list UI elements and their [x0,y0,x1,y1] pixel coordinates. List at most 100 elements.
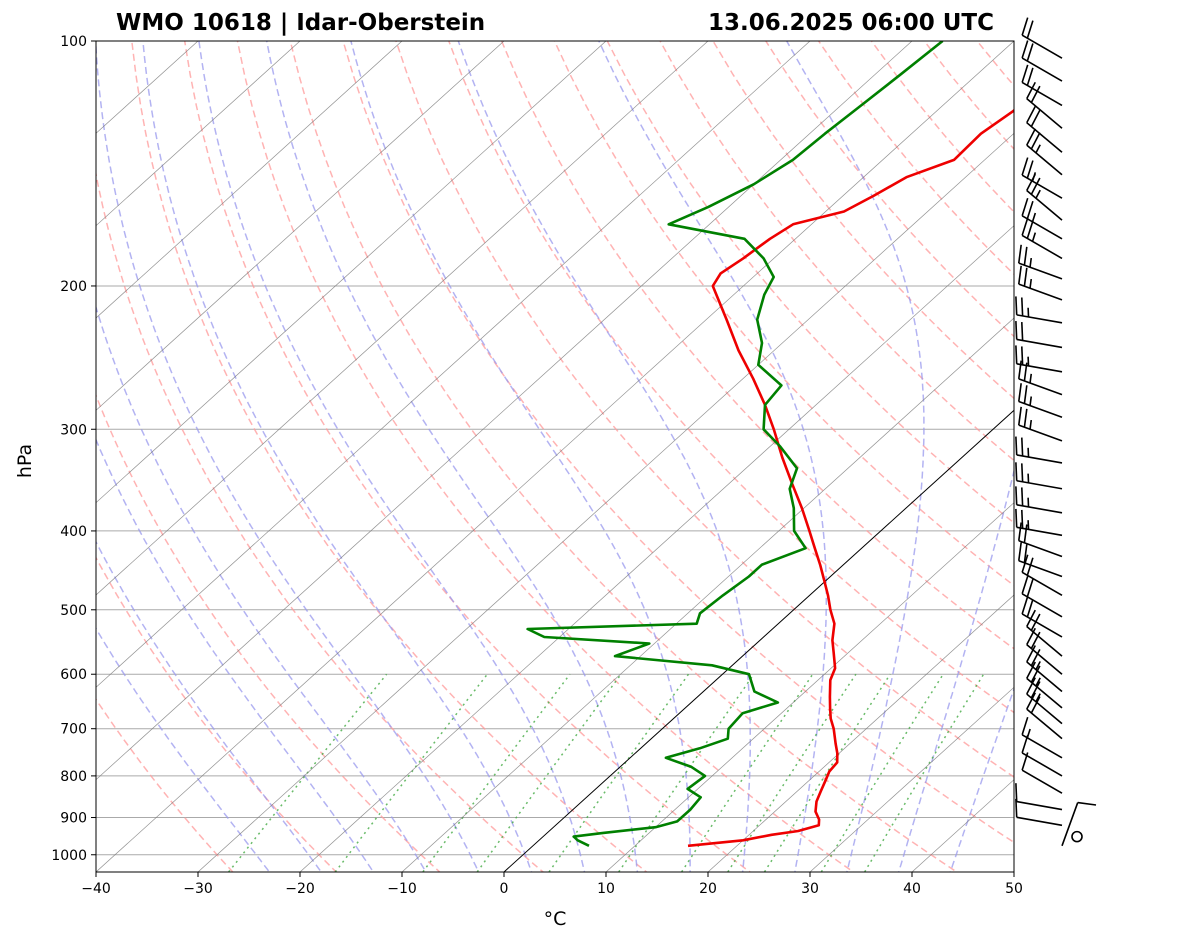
barb-flag [1030,631,1041,649]
barb-flag [1015,486,1018,505]
barb-flag [1021,575,1029,595]
isotherm [401,317,1014,872]
wind-barb [1017,522,1063,558]
barb-flag [1077,801,1097,806]
wind-barb [1015,798,1063,827]
barb-flag [1030,109,1041,127]
wind-barbs [1015,17,1097,847]
dry-adiabat [96,393,441,872]
barb-shaft [1026,644,1063,675]
barb-flag [1015,320,1018,340]
barb-flag [1026,627,1036,646]
wind-barb [1061,801,1097,847]
barb-shaft [1026,189,1063,221]
barb-flag [1023,267,1028,287]
barb-flag [1026,557,1034,576]
y-axis-ticks: 1000 900 800 700 600 500 400 300 200 100 [51,34,96,864]
isotherm [96,41,811,688]
barb-half-flag [1031,232,1037,242]
dry-adiabat [96,170,545,872]
barb-shaft [1021,752,1063,777]
barb-shaft [1016,479,1063,490]
barb-shaft [1018,424,1063,442]
barb-shaft [1021,34,1063,59]
wind-barb [1026,692,1063,740]
barb-shaft [1016,454,1063,464]
barb-shaft [1018,378,1063,396]
y-tick-label: 400 [60,524,87,540]
barb-flag [1023,246,1028,266]
barb-shaft [1026,98,1063,129]
barb-flag [1026,128,1036,146]
wind-barb [1017,383,1063,419]
y-tick-label: 800 [60,769,87,785]
mixing-ratio-line [618,673,755,872]
y-tick-label: 900 [60,811,87,827]
moist-adiabat [785,41,925,872]
y-axis-label: hPa [14,444,36,478]
barb-flag [1015,345,1018,364]
barb-flag [1026,200,1034,220]
barb-flag [1015,798,1018,818]
dry-adiabat [236,41,855,872]
barb-flag [1030,132,1041,150]
wind-barb [1026,661,1063,709]
barb-shaft [1026,677,1063,709]
wind-barb [1015,462,1063,490]
barb-shaft [1018,400,1063,419]
barb-flag [1017,265,1022,285]
isotherms [96,41,1014,872]
dry-adiabat [659,41,1014,462]
barb-shaft [1016,816,1063,827]
barb-flag [1023,544,1028,563]
y-tick-label: 200 [60,279,87,295]
barb-flag [1026,220,1034,239]
dry-adiabats [96,41,1014,872]
isotherm [299,225,1014,872]
x-tick-label: 30 [801,881,819,897]
barb-flag [1017,406,1022,426]
plot-frame [95,40,1015,873]
wind-barb [1026,627,1063,675]
barb-shaft [1026,144,1063,176]
barb-shaft [1026,625,1063,657]
barb-shaft [1016,363,1063,373]
barb-flag [1021,716,1029,736]
profile-lines [526,41,1014,848]
barb-flag [1021,64,1029,83]
barb-flag [1015,783,1018,802]
barb-shaft [1021,57,1063,82]
wind-barb [1015,486,1063,514]
barb-half-flag [1035,693,1041,703]
barb-flag [1015,436,1018,455]
mixing-ratio-line [228,673,388,872]
barb-shaft [1016,338,1063,349]
wind-barb [1015,508,1063,537]
wind-barb [1021,17,1063,59]
barb-shaft [1018,262,1063,280]
barb-flag [1026,645,1036,663]
x-tick-label: 40 [903,881,921,897]
wind-barb [1015,783,1063,811]
barb-half-flag [1031,172,1037,182]
barb-flag [1026,677,1036,695]
barb-shaft [1021,174,1063,199]
dry-adiabat [131,41,648,872]
barb-flag [1020,509,1024,529]
barb-half-flag [1029,278,1033,289]
moist-adiabat [457,41,752,872]
dry-adiabat [553,41,1014,587]
y-tick-label: 700 [60,722,87,738]
barb-half-flag [1031,212,1037,223]
barb-flag [1023,385,1028,404]
wind-barb [1021,217,1063,260]
isotherm [809,686,1014,872]
wind-barb [1017,542,1063,578]
barb-half-flag [1029,396,1033,406]
wind-barb [1026,677,1063,725]
wind-barb [1021,157,1063,199]
moist-adiabat [949,686,1014,872]
barb-shaft [1026,122,1063,153]
dewpoint-line [526,41,944,847]
